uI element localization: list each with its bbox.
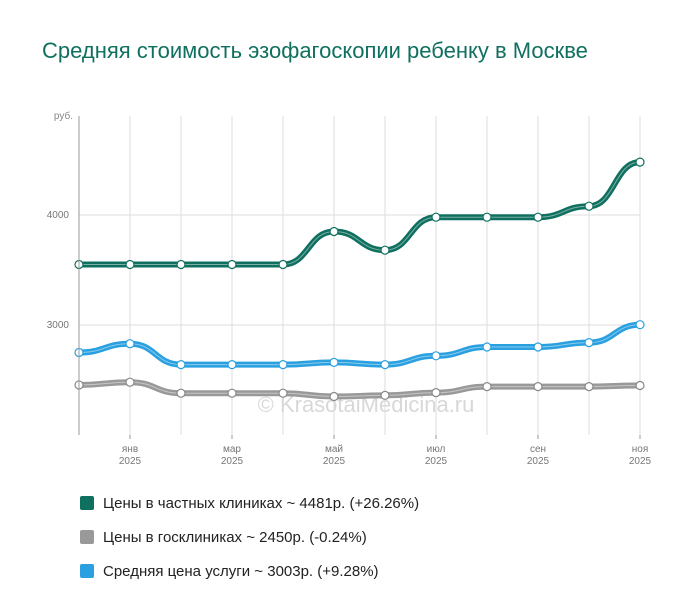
x-tick-label-year: 2025	[425, 456, 448, 467]
data-point-average	[584, 338, 594, 348]
data-point-private	[329, 226, 339, 237]
series-line-highlight-public	[78, 381, 641, 398]
data-point-private	[431, 212, 441, 222]
legend-label-average: Средняя цена услуги ~ 3003р. (+9.28%)	[103, 562, 379, 580]
legend-label-private: Цены в частных клиниках ~ 4481р. (+26.26…	[103, 494, 420, 512]
data-point-public	[482, 382, 492, 392]
chart-title: Средняя стоимость эзофагоскопии ребенку …	[42, 38, 588, 63]
legend-item-private[interactable]: Цены в частных клиниках ~ 4481р. (+26.26…	[80, 486, 419, 520]
x-tick-label-month: янв	[122, 444, 138, 455]
series-line-public	[76, 379, 643, 400]
data-point-average	[635, 320, 645, 330]
data-point-public	[533, 382, 543, 392]
data-point-public	[176, 388, 186, 398]
legend-item-public[interactable]: Цены в госклиниках ~ 2450р. (-0.24%)	[80, 520, 419, 554]
data-point-average	[329, 357, 339, 367]
series-line-highlight-average	[78, 324, 641, 366]
data-point-average	[278, 360, 288, 370]
data-point-average	[380, 360, 390, 370]
data-point-private	[482, 212, 492, 222]
data-point-public	[380, 390, 390, 400]
y-axis-unit-label: руб.	[54, 110, 73, 122]
data-point-average	[482, 342, 492, 352]
data-point-public	[125, 377, 135, 387]
data-point-private	[278, 259, 288, 270]
series-line-average	[76, 321, 643, 368]
data-point-average	[176, 360, 186, 370]
x-tick-label-month: сен	[530, 444, 546, 455]
legend-swatch-public	[80, 530, 94, 544]
data-point-average	[227, 360, 237, 370]
x-tick-label-year: 2025	[527, 456, 550, 467]
y-tick-label: 4000	[47, 210, 70, 221]
points-layer	[74, 157, 645, 402]
x-tick-label-year: 2025	[119, 456, 142, 467]
x-tick-label-month: июл	[427, 444, 446, 455]
series-line-private	[76, 159, 643, 268]
x-tick-label-month: май	[325, 444, 343, 455]
x-tick-label-year: 2025	[323, 456, 346, 467]
data-point-public	[278, 388, 288, 398]
legend-label-public: Цены в госклиниках ~ 2450р. (-0.24%)	[103, 528, 367, 546]
data-point-public	[584, 382, 594, 392]
data-point-public	[635, 380, 645, 391]
x-tick-label-year: 2025	[221, 456, 244, 467]
x-tick-label-month: мар	[223, 444, 241, 455]
data-point-public	[329, 391, 339, 402]
data-point-public	[431, 388, 441, 398]
legend-item-average[interactable]: Средняя цена услуги ~ 3003р. (+9.28%)	[80, 554, 419, 588]
data-point-private	[176, 259, 186, 270]
data-point-private	[635, 157, 645, 167]
data-point-public	[227, 388, 237, 398]
data-point-private	[125, 259, 135, 270]
series-layer	[76, 159, 643, 400]
axes: 30004000руб.янв2025мар2025май2025июл2025…	[47, 110, 652, 467]
legend: Цены в частных клиниках ~ 4481р. (+26.26…	[80, 486, 419, 588]
data-point-average	[533, 342, 543, 352]
data-point-private	[380, 245, 390, 255]
data-point-average	[431, 351, 441, 361]
y-tick-label: 3000	[47, 320, 70, 331]
data-point-private	[584, 201, 594, 211]
data-point-private	[533, 212, 543, 222]
legend-swatch-private	[80, 496, 94, 510]
x-tick-label-year: 2025	[629, 456, 652, 467]
legend-swatch-average	[80, 564, 94, 578]
x-tick-label-month: ноя	[632, 444, 649, 455]
data-point-average	[125, 339, 135, 349]
data-point-private	[227, 259, 237, 270]
